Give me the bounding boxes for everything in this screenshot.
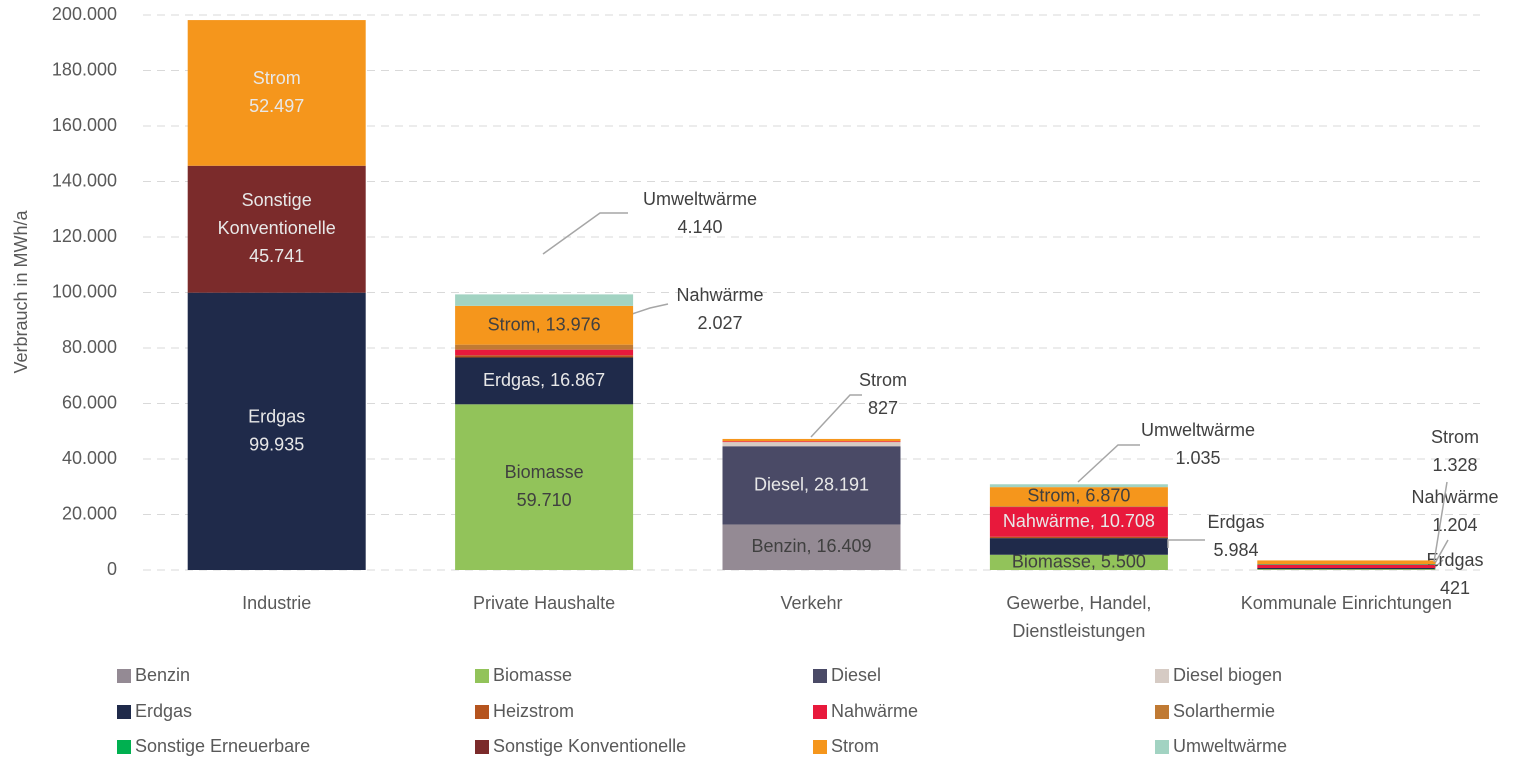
data-label: Strom 827 [859, 370, 907, 418]
legend-label: Strom [831, 736, 879, 756]
bar-segment [722, 446, 901, 525]
legend-marker [813, 740, 827, 754]
y-tick-label: 20.000 [62, 503, 117, 523]
leader-line [1433, 559, 1444, 569]
bar-segment [455, 357, 634, 405]
data-label: Erdgas, 16.867 [483, 370, 605, 390]
leader-line [631, 303, 669, 315]
y-axis-title: Verbrauch in MWh/a [11, 209, 31, 373]
bar-segment [989, 538, 1168, 555]
legend-label: Biomasse [493, 665, 572, 685]
legend-marker [117, 705, 131, 719]
bar-segment [455, 349, 634, 356]
bar-segment [989, 554, 1168, 570]
bar-segment [1257, 560, 1436, 565]
legend-marker [475, 740, 489, 754]
data-label: Erdgas 421 [1426, 550, 1483, 598]
bar-segment [187, 165, 366, 293]
bar-segment [455, 355, 634, 358]
leader-line [810, 394, 862, 438]
legend-marker [117, 669, 131, 683]
data-label: Benzin, 16.409 [751, 536, 871, 556]
leader-line [542, 212, 628, 255]
legend-label: Sonstige Erneuerbare [135, 736, 310, 756]
data-label: Biomasse 59.710 [505, 462, 584, 510]
data-label: Strom 1.328 [1431, 427, 1479, 475]
data-label: Nahwärme 1.204 [1411, 487, 1498, 535]
bar-segment [455, 294, 634, 306]
x-tick-label: Industrie [242, 593, 311, 613]
bar-segment [722, 442, 901, 447]
legend-marker [475, 705, 489, 719]
y-tick-label: 200.000 [52, 4, 117, 24]
legend-marker [117, 740, 131, 754]
legend-label: Heizstrom [493, 701, 574, 721]
legend-label: Diesel biogen [1173, 665, 1282, 685]
bar-segment [1257, 569, 1436, 570]
bar-segment [1257, 564, 1436, 568]
bar-segment [989, 507, 1168, 537]
bar-segment [187, 20, 366, 166]
data-label: Nahwärme, 10.708 [1003, 511, 1155, 531]
bar-segment [989, 484, 1168, 488]
bar-segment [989, 487, 1168, 507]
data-label: Strom, 13.976 [488, 314, 601, 334]
bar-segment [187, 292, 366, 570]
data-label: Erdgas 5.984 [1207, 512, 1264, 560]
data-label: Umweltwärme 4.140 [643, 189, 757, 237]
legend-label: Nahwärme [831, 701, 918, 721]
data-label: Erdgas 99.935 [248, 406, 305, 454]
y-tick-label: 120.000 [52, 226, 117, 246]
data-label: Biomasse, 5.500 [1012, 551, 1146, 571]
bar-segment [1257, 567, 1436, 570]
legend-label: Benzin [135, 665, 190, 685]
bar-segment [722, 524, 901, 570]
legend-label: Erdgas [135, 701, 192, 721]
bar-segment [1257, 564, 1436, 565]
bar-segment [455, 344, 634, 350]
y-tick-label: 0 [107, 559, 117, 579]
legend-label: Diesel [831, 665, 881, 685]
data-label: Sonstige Konventionelle 45.741 [218, 190, 336, 266]
data-label: Strom 52.497 [249, 68, 304, 116]
legend-label: Solarthermie [1173, 701, 1275, 721]
y-tick-label: 60.000 [62, 392, 117, 412]
data-label: Nahwärme 2.027 [676, 285, 763, 333]
y-tick-label: 140.000 [52, 170, 117, 190]
legend-marker [1155, 705, 1169, 719]
y-tick-label: 100.000 [52, 281, 117, 301]
bar-segment [989, 506, 1168, 508]
bar-segment [722, 438, 901, 442]
leader-line [1433, 481, 1448, 563]
bar-segment [455, 404, 634, 570]
legend-label: Sonstige Konventionelle [493, 736, 686, 756]
y-tick-label: 80.000 [62, 337, 117, 357]
data-label: Diesel, 28.191 [754, 474, 869, 494]
leader-line [1167, 539, 1205, 548]
y-tick-label: 180.000 [52, 59, 117, 79]
legend-marker [1155, 669, 1169, 683]
x-tick-label: Verkehr [780, 593, 842, 613]
y-tick-label: 160.000 [52, 115, 117, 135]
x-tick-label: Private Haushalte [473, 593, 615, 613]
x-tick-label: Gewerbe, Handel, Dienstleistungen [1006, 593, 1151, 641]
legend-label: Umweltwärme [1173, 736, 1287, 756]
data-label: Strom, 6.870 [1027, 485, 1130, 505]
legend-marker [813, 669, 827, 683]
bar-segment [722, 441, 901, 443]
leader-line [1077, 444, 1140, 483]
x-tick-label: Kommunale Einrichtungen [1241, 593, 1452, 613]
legend-marker [475, 669, 489, 683]
bar-segment [989, 536, 1168, 539]
legend-marker [1155, 740, 1169, 754]
leader-line [1433, 539, 1449, 566]
legend-marker [813, 705, 827, 719]
data-label: Umweltwärme 1.035 [1141, 420, 1255, 468]
y-tick-label: 40.000 [62, 448, 117, 468]
bar-segment [455, 305, 634, 345]
